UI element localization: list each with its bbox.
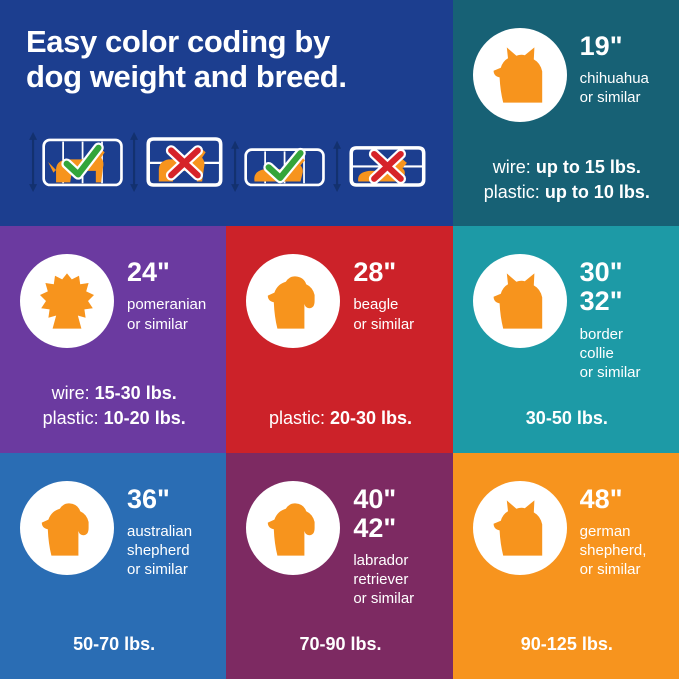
weight-line: wire: 15-30 lbs. [16, 381, 212, 406]
panel-info: 30" 32" border collie or similar [580, 258, 641, 382]
crate-size: 48" [579, 483, 623, 514]
panel-info: 40" 42" labrador retriever or similar [353, 483, 415, 609]
plastic-crate-lying-dog-cross-icon [332, 140, 426, 193]
legend-item-wire-standing [26, 128, 125, 196]
pomeranian-icon [40, 273, 94, 329]
weight-line: wire: up to 15 lbs. [469, 155, 665, 180]
wire-crate-standing-dog-check-icon [29, 131, 123, 193]
weight-value: 90-125 lbs. [520, 634, 613, 655]
crate-size: 19" [579, 31, 623, 61]
dog-row: 19" chihuahua or similar [469, 26, 665, 122]
weight-value: 20-30 lbs. [329, 407, 413, 428]
crate-size: 24" [127, 257, 170, 288]
weight-value: up to 15 lbs. [535, 156, 641, 177]
panel-info: 28" beagle or similar [353, 258, 414, 348]
labrador-retriever-icon [268, 503, 315, 556]
panel-german-shepherd: 48" german shepherd, or similar 90-125 l… [452, 452, 679, 679]
crate-size: 28" [353, 257, 397, 288]
dog-row: 30" 32" border collie or similar [469, 252, 665, 382]
weight-line: plastic: 20-30 lbs. [242, 406, 438, 431]
dog-row: 48" german shepherd, or similar [469, 479, 665, 580]
weight-line: 70-90 lbs. [242, 632, 438, 657]
dog-circle [246, 254, 341, 349]
panel-info: 19" chihuahua or similar [579, 31, 649, 122]
dog-circle [472, 480, 567, 575]
weight-label: wire: [51, 383, 90, 403]
breed-label: labrador retriever or similar [353, 551, 415, 608]
page-title: Easy color coding by dog weight and bree… [26, 24, 347, 95]
weight-line: plastic: up to 10 lbs. [469, 180, 665, 205]
dog-row: 36" australian shepherd or similar [16, 479, 212, 580]
dog-row: 24" pomeranian or similar [16, 252, 212, 349]
breed-label: australian shepherd or similar [127, 522, 193, 579]
weight-label: plastic: [42, 407, 99, 428]
weight-range: wire: up to 15 lbs. plastic: up to 10 lb… [469, 155, 665, 209]
dog-circle [472, 28, 567, 122]
dog-circle [472, 254, 567, 349]
weight-label: wire: [492, 156, 531, 177]
breed-label: chihuahua or similar [579, 70, 649, 107]
weight-value: 50-70 lbs. [73, 634, 156, 655]
legend-item-plastic-lying [330, 128, 429, 196]
legend-item-wire-lying [228, 128, 327, 196]
weight-range: 50-70 lbs. [16, 632, 212, 661]
crate-size: 40" 42" [353, 483, 397, 543]
dog-circle [246, 480, 341, 575]
weight-line: 90-125 lbs. [469, 632, 665, 657]
breed-label: pomeranian or similar [127, 296, 207, 333]
weight-value: 70-90 lbs. [299, 634, 382, 655]
weight-range: plastic: 20-30 lbs. [242, 406, 438, 435]
weight-value: 10-20 lbs. [103, 407, 186, 428]
dog-circle [20, 254, 114, 349]
weight-range: 30-50 lbs. [469, 406, 665, 435]
crate-size: 30" 32" [579, 257, 623, 317]
weight-label: plastic: [268, 407, 325, 428]
weight-range: wire: 15-30 lbs. plastic: 10-20 lbs. [16, 381, 212, 435]
panel-australian-shepherd: 36" australian shepherd or similar 50-70… [0, 452, 227, 679]
panel-border-collie: 30" 32" border collie or similar 30-50 l… [452, 226, 679, 453]
weight-label: plastic: [483, 181, 540, 202]
crate-legend [26, 128, 429, 196]
weight-value: 15-30 lbs. [94, 383, 177, 403]
weight-line: plastic: 10-20 lbs. [16, 406, 212, 431]
weight-value: up to 10 lbs. [544, 181, 650, 202]
panel-info: 48" german shepherd, or similar [579, 483, 647, 580]
crate-size: 36" [127, 483, 170, 514]
panel-pomeranian: 24" pomeranian or similar wire: 15-30 lb… [0, 226, 227, 453]
breed-label: border collie or similar [579, 325, 641, 382]
wire-crate-lying-dog-check-icon [231, 140, 326, 193]
breed-label: german shepherd, or similar [579, 522, 647, 579]
beagle-icon [268, 276, 315, 329]
dog-row: 40" 42" labrador retriever or similar [242, 479, 438, 609]
weight-line: 50-70 lbs. [16, 632, 212, 657]
dog-circle [20, 480, 114, 575]
weight-value: 30-50 lbs. [525, 407, 608, 428]
plastic-crate-standing-dog-cross-icon [130, 131, 223, 193]
weight-range: 90-125 lbs. [469, 632, 665, 661]
panel-labrador: 40" 42" labrador retriever or similar 70… [226, 452, 453, 679]
breed-label: beagle or similar [353, 296, 415, 333]
panel-info: 36" australian shepherd or similar [127, 483, 193, 580]
panel-beagle: 28" beagle or similar plastic: 20-30 lbs… [226, 226, 453, 453]
weight-line: 30-50 lbs. [469, 406, 665, 431]
german-shepherd-icon [493, 500, 542, 556]
weight-range: 70-90 lbs. [242, 632, 438, 661]
panel-info: 24" pomeranian or similar [127, 258, 206, 348]
australian-shepherd-icon [41, 503, 89, 556]
panel-chihuahua: 19" chihuahua or similar wire: up to 15 … [452, 0, 679, 227]
chihuahua-icon [493, 47, 542, 103]
dog-row: 28" beagle or similar [242, 252, 438, 349]
header-panel: Easy color coding by dog weight and bree… [0, 0, 453, 227]
legend-item-plastic-standing [127, 128, 226, 196]
border-collie-icon [493, 273, 542, 329]
